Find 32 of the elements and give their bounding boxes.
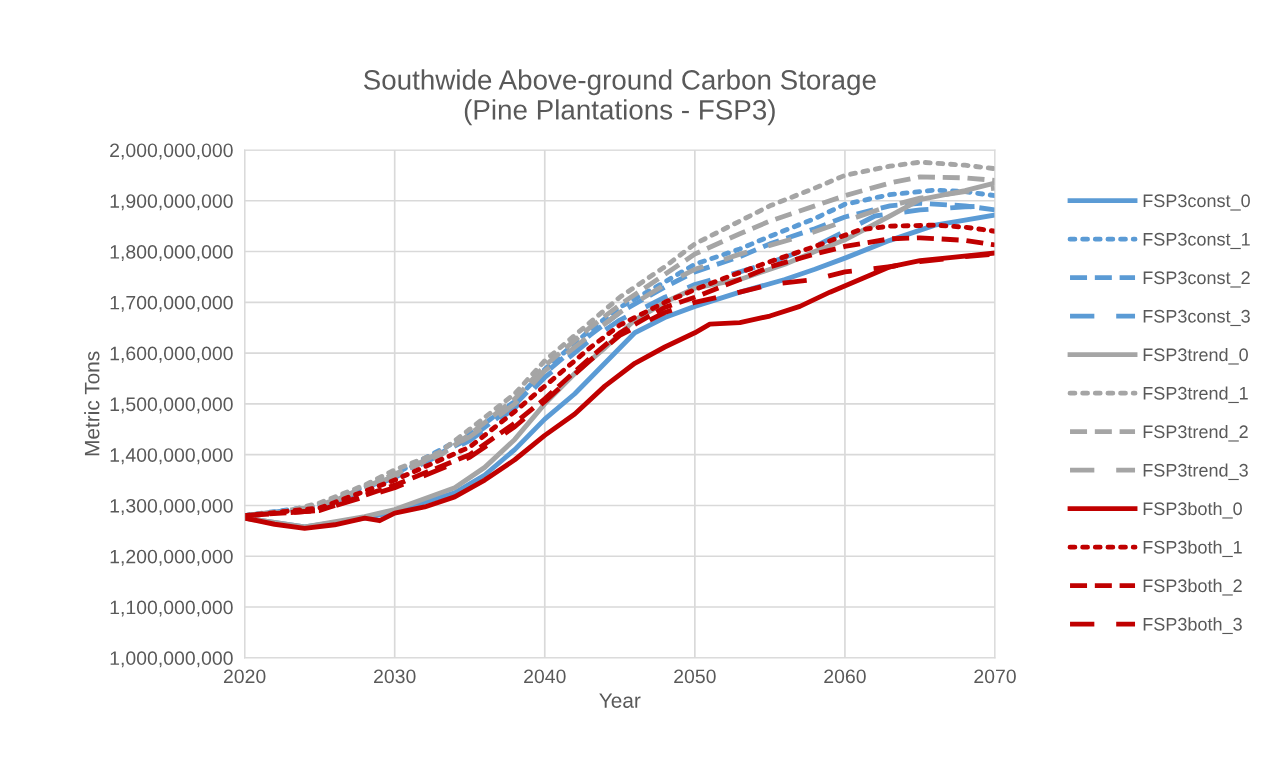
legend-label: FSP3both_0 xyxy=(1143,501,1242,519)
y-tick-label: 1,500,000,000 xyxy=(110,397,233,414)
legend-label: FSP3trend_3 xyxy=(1143,463,1248,481)
y-tick-label: 1,700,000,000 xyxy=(110,295,233,312)
y-tick-label: 1,600,000,000 xyxy=(110,346,233,363)
legend-label: FSP3trend_0 xyxy=(1143,347,1248,365)
x-tick-label: 2070 xyxy=(974,669,1016,684)
legend-label: FSP3both_3 xyxy=(1143,617,1242,635)
y-tick-label: 1,200,000,000 xyxy=(110,549,233,566)
x-tick-label: 2050 xyxy=(674,669,716,684)
y-tick-label: 1,400,000,000 xyxy=(110,448,233,465)
y-tick-label: 2,000,000,000 xyxy=(110,143,233,160)
x-tick-label: 2040 xyxy=(524,669,566,684)
legend-label: FSP3trend_1 xyxy=(1143,386,1248,404)
y-tick-label: 1,000,000,000 xyxy=(110,651,233,668)
y-tick-label: 1,300,000,000 xyxy=(110,498,233,515)
y-tick-label: 1,900,000,000 xyxy=(110,194,233,211)
x-tick-label: 2030 xyxy=(374,669,416,684)
legend-label: FSP3both_2 xyxy=(1143,578,1242,596)
legend-label: FSP3both_1 xyxy=(1143,540,1242,558)
x-axis-title: Year xyxy=(599,693,641,708)
y-tick-label: 1,800,000,000 xyxy=(110,245,233,262)
legend-label: FSP3const_3 xyxy=(1143,309,1250,327)
chart-title: Southwide Above-ground Carbon Storage (Pine Plantations - FSP3) xyxy=(363,69,876,126)
y-axis-title: Metric Tons xyxy=(84,351,100,456)
x-tick-label: 2020 xyxy=(223,669,266,684)
y-tick-label: 1,100,000,000 xyxy=(110,600,233,617)
x-tick-label: 2060 xyxy=(824,669,866,684)
legend-label: FSP3const_0 xyxy=(1143,194,1250,211)
legend-label: FSP3const_2 xyxy=(1143,271,1250,288)
legend-label: FSP3trend_2 xyxy=(1143,424,1248,442)
legend-label: FSP3const_1 xyxy=(1143,232,1250,250)
